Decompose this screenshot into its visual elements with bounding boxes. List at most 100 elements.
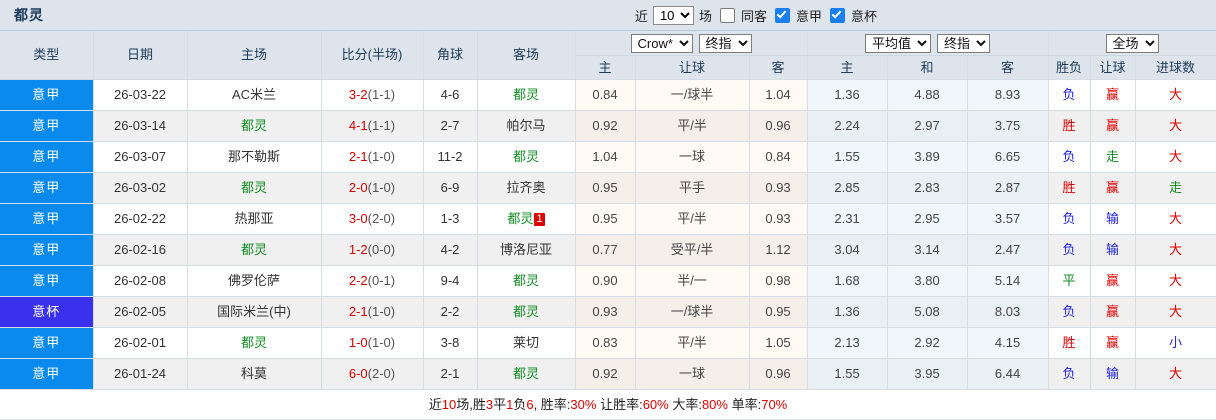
cell-score[interactable]: 6-0(2-0) bbox=[321, 358, 424, 390]
cell-average-draw: 4.88 bbox=[887, 79, 968, 111]
cell-away[interactable]: 都灵 1 bbox=[477, 203, 576, 235]
cell-average-home: 1.55 bbox=[807, 141, 888, 173]
result-handicap-text: 输 bbox=[1106, 211, 1120, 226]
table-row[interactable]: 意甲 26-02-22 热那亚 3-0(2-0) 1-3 都灵 1 0.95 平/半 0.93 2.… bbox=[0, 203, 1216, 235]
cell-result-goals: 大 bbox=[1135, 234, 1216, 266]
header-row-sub: 主 让球 客 主 和 客 胜负 让球 进球数 bbox=[0, 55, 1216, 80]
half-time-score: (2-0) bbox=[367, 211, 396, 226]
competition-badge: 意甲 bbox=[0, 359, 92, 389]
cell-corner: 2-1 bbox=[423, 358, 478, 390]
table-row[interactable]: 意甲 26-02-08 佛罗伦萨 2-2(0-1) 9-4 都灵 0.90 半/一 0.98 1.… bbox=[0, 265, 1216, 297]
cell-corner: 3-8 bbox=[423, 327, 478, 359]
same-away-checkbox[interactable] bbox=[719, 7, 735, 23]
cell-average-home: 1.55 bbox=[807, 358, 888, 390]
col-avg-draw: 和 bbox=[887, 55, 968, 80]
table-row[interactable]: 意甲 26-01-24 科莫 6-0(2-0) 2-1 都灵 0.92 一球 0.96 1.55 3… bbox=[0, 358, 1216, 390]
cell-home[interactable]: 国际米兰(中) bbox=[187, 296, 322, 328]
cell-home[interactable]: AC米兰 bbox=[187, 79, 322, 111]
cell-home[interactable]: 都灵 bbox=[187, 327, 322, 359]
cell-away[interactable]: 都灵 bbox=[477, 141, 576, 173]
cell-away[interactable]: 帕尔马 bbox=[477, 110, 576, 142]
cell-away[interactable]: 博洛尼亚 bbox=[477, 234, 576, 266]
odds-company-select[interactable]: Crow* bbox=[630, 33, 693, 53]
cell-away[interactable]: 都灵 bbox=[477, 296, 576, 328]
cell-score[interactable]: 4-1(1-1) bbox=[321, 110, 424, 142]
summary-p2: 场,胜 bbox=[456, 397, 486, 412]
cell-average-home: 3.04 bbox=[807, 234, 888, 266]
cell-home[interactable]: 都灵 bbox=[187, 172, 322, 204]
table-row[interactable]: 意甲 26-03-02 都灵 2-0(1-0) 6-9 拉齐奥 0.95 平手 0.93 2.85… bbox=[0, 172, 1216, 204]
cell-result-handicap: 输 bbox=[1090, 203, 1136, 235]
cell-home[interactable]: 科莫 bbox=[187, 358, 322, 390]
result-goals-text: 大 bbox=[1169, 242, 1183, 257]
cell-date: 26-02-22 bbox=[93, 203, 188, 235]
cell-average-draw: 3.95 bbox=[887, 358, 968, 390]
cell-home[interactable]: 热那亚 bbox=[187, 203, 322, 235]
col-result-goals: 进球数 bbox=[1135, 55, 1216, 80]
cell-score[interactable]: 2-1(1-0) bbox=[321, 296, 424, 328]
result-winloss-text: 胜 bbox=[1062, 118, 1076, 133]
away-team-name: 莱切 bbox=[512, 335, 539, 350]
cell-average-away: 2.47 bbox=[967, 234, 1049, 266]
col-result-hcap: 让球 bbox=[1090, 55, 1136, 80]
cell-average-home: 1.36 bbox=[807, 296, 888, 328]
table-row[interactable]: 意甲 26-02-16 都灵 1-2(0-0) 4-2 博洛尼亚 0.77 受平/半 1.12 3… bbox=[0, 234, 1216, 266]
cell-away[interactable]: 拉齐奥 bbox=[477, 172, 576, 204]
table-row[interactable]: 意甲 26-03-07 那不勒斯 2-1(1-0) 11-2 都灵 1.04 一球 0.84 1.… bbox=[0, 141, 1216, 173]
average-stage-select[interactable]: 终指 bbox=[937, 33, 991, 53]
cell-average-away: 8.93 bbox=[967, 79, 1049, 111]
cell-score[interactable]: 1-0(1-0) bbox=[321, 327, 424, 359]
cell-result-goals: 大 bbox=[1135, 79, 1216, 111]
table-body: 意甲 26-03-22 AC米兰 3-2(1-1) 4-6 都灵 0.84 一/球半 1.04 1… bbox=[0, 79, 1216, 390]
cell-handicap-home: 0.84 bbox=[575, 79, 636, 111]
half-time-score: (1-0) bbox=[367, 149, 396, 164]
cell-score[interactable]: 3-2(1-1) bbox=[321, 79, 424, 111]
col-hcap-away: 客 bbox=[749, 55, 808, 80]
cell-score[interactable]: 3-0(2-0) bbox=[321, 203, 424, 235]
cell-handicap-home: 0.92 bbox=[575, 358, 636, 390]
odds-stage-select[interactable]: 终指 bbox=[698, 33, 752, 53]
cell-average-away: 4.15 bbox=[967, 327, 1049, 359]
table-row[interactable]: 意杯 26-02-05 国际米兰(中) 2-1(1-0) 2-2 都灵 0.93 一/球半 0.… bbox=[0, 296, 1216, 328]
cell-average-draw: 3.80 bbox=[887, 265, 968, 297]
cell-result-goals: 大 bbox=[1135, 296, 1216, 328]
cell-score[interactable]: 1-2(0-0) bbox=[321, 234, 424, 266]
cell-handicap-home: 0.95 bbox=[575, 203, 636, 235]
full-time-score: 2-2 bbox=[348, 273, 368, 288]
result-scope-select[interactable]: 全场 bbox=[1105, 33, 1159, 53]
cell-result-goals: 大 bbox=[1135, 265, 1216, 297]
full-time-score: 2-1 bbox=[348, 149, 368, 164]
cell-away[interactable]: 都灵 bbox=[477, 265, 576, 297]
cell-home[interactable]: 佛罗伦萨 bbox=[187, 265, 322, 297]
cell-score[interactable]: 2-0(1-0) bbox=[321, 172, 424, 204]
cup-checkbox[interactable] bbox=[829, 7, 845, 23]
cell-handicap-away: 0.93 bbox=[749, 203, 808, 235]
cell-away[interactable]: 都灵 bbox=[477, 79, 576, 111]
cell-home[interactable]: 都灵 bbox=[187, 110, 322, 142]
cell-home[interactable]: 那不勒斯 bbox=[187, 141, 322, 173]
average-type-select[interactable]: 平均值 bbox=[865, 33, 932, 53]
away-team-name: 都灵 bbox=[512, 149, 539, 164]
league-checkbox[interactable] bbox=[774, 7, 790, 23]
cell-score[interactable]: 2-2(0-1) bbox=[321, 265, 424, 297]
table-row[interactable]: 意甲 26-02-01 都灵 1-0(1-0) 3-8 莱切 0.83 平/半 1.05 2.13… bbox=[0, 327, 1216, 359]
col-away: 客场 bbox=[477, 31, 576, 80]
full-time-score: 2-0 bbox=[348, 180, 368, 195]
cell-home[interactable]: 都灵 bbox=[187, 234, 322, 266]
cell-date: 26-02-08 bbox=[93, 265, 188, 297]
cell-result-handicap: 赢 bbox=[1090, 79, 1136, 111]
recent-count-select[interactable]: 10 bbox=[652, 5, 694, 25]
half-time-score: (2-0) bbox=[367, 366, 396, 381]
cell-away[interactable]: 莱切 bbox=[477, 327, 576, 359]
table-row[interactable]: 意甲 26-03-22 AC米兰 3-2(1-1) 4-6 都灵 0.84 一/球半 1.04 1… bbox=[0, 79, 1216, 111]
cell-result-goals: 大 bbox=[1135, 358, 1216, 390]
cell-result-handicap: 走 bbox=[1090, 141, 1136, 173]
home-team-name: 科莫 bbox=[240, 366, 267, 381]
table-row[interactable]: 意甲 26-03-14 都灵 4-1(1-1) 2-7 帕尔马 0.92 平/半 0.96 2.2… bbox=[0, 110, 1216, 142]
away-team-name: 博洛尼亚 bbox=[499, 242, 552, 257]
filter-controls: 近 10 场 同客 意甲 意杯 bbox=[634, 5, 1208, 25]
summary-p8: 单率: bbox=[727, 397, 762, 412]
cell-away[interactable]: 都灵 bbox=[477, 358, 576, 390]
cell-score[interactable]: 2-1(1-0) bbox=[321, 141, 424, 173]
result-handicap-text: 输 bbox=[1106, 366, 1120, 381]
